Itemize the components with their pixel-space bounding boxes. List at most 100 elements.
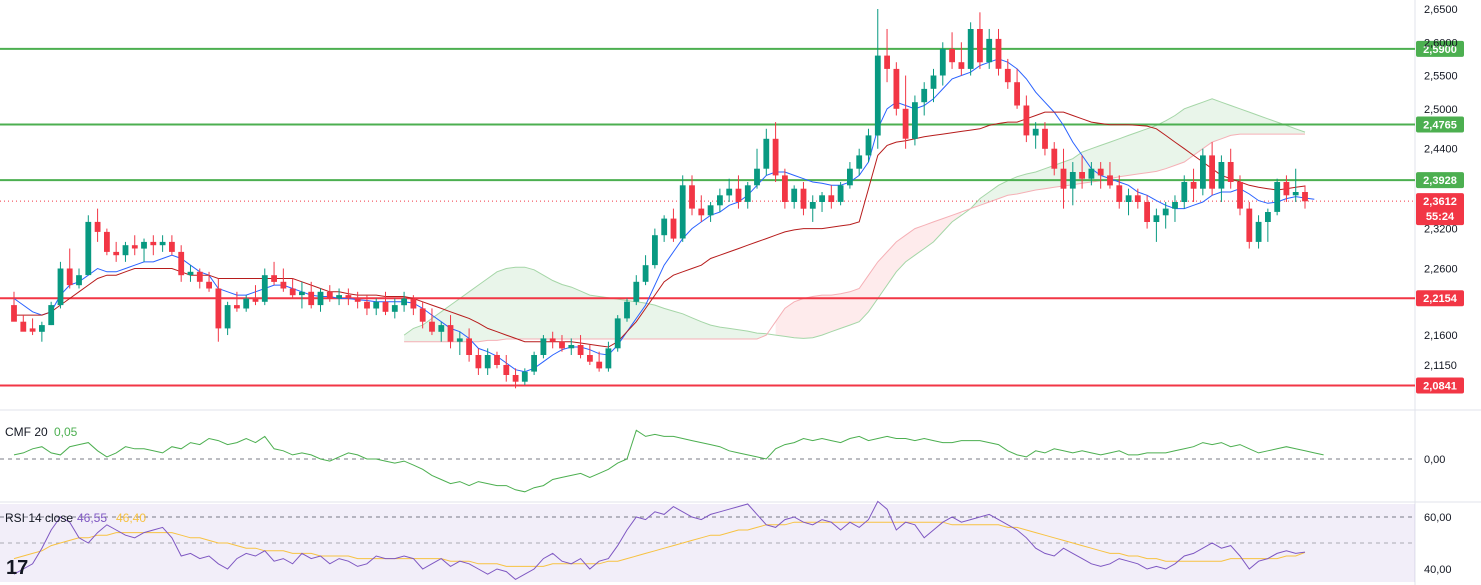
candle-body [605,348,612,369]
candle-body [113,251,120,256]
candle-body [986,38,993,63]
candle-body [150,241,157,246]
candle-body [20,321,27,332]
candle-body [744,185,751,202]
candle-body [717,195,723,206]
tradingview-logo[interactable]: 17 [6,557,28,579]
candle-body [633,281,640,302]
candle-body [884,55,890,69]
candle-body [828,195,835,202]
price-tick-label: 2,1600 [1424,330,1458,342]
cmf-panel[interactable]: 0,00 [0,429,1445,493]
candle-body [977,29,983,63]
candle-body [726,188,733,196]
candle-body [698,208,705,216]
current-price-badge [1416,193,1464,226]
candle-body [1302,192,1308,202]
candle-body [967,29,974,69]
candle-body [289,288,296,296]
candle-body [1218,162,1225,189]
candle-body [559,341,565,349]
candle-body [512,375,519,382]
candle-body [438,325,445,332]
candle-body [122,245,129,256]
candle-body [224,305,231,329]
candle-body [215,288,222,329]
candle-body [1116,185,1123,202]
candle-body [596,361,603,369]
candle-body [336,295,342,299]
candle-body [939,48,946,76]
candle-body [141,241,147,249]
price-tick-label: 2,5000 [1424,104,1458,116]
candle-body [1023,105,1030,136]
cmf-legend: CMF 20 0,05 [5,425,78,439]
candle-body [1153,215,1160,222]
candle-body [419,308,426,322]
level-badge [1416,172,1464,189]
rsi-ma-line [13,521,1306,567]
rsi-panel[interactable]: 60,00 40,00 [0,500,1452,582]
candle-body [1069,172,1076,189]
candle-body [1060,168,1067,189]
candle-body [85,221,92,276]
candle-body [391,305,398,312]
kijun-line [14,111,1306,348]
candle-body [66,268,73,286]
candle-body [809,202,816,209]
candle-body [317,291,324,306]
price-axis[interactable]: 2,5900 2,4765 2,3928 2,2154 2,0841 2,6500 2,60… [1416,4,1464,394]
candle-body [1014,82,1020,106]
candle-body [1088,168,1095,179]
current-price-label: 2,3612 [1423,196,1457,208]
candle-body [1162,208,1169,216]
candle-body [456,338,463,342]
candle-body [763,138,770,169]
rsi-legend: RSI 14 close 46,55 46,40 [5,511,146,525]
price-tick-label: 2,4400 [1424,144,1458,156]
candle-body [159,241,166,246]
candle-body [401,298,407,306]
candle-body [1190,182,1197,189]
candle-body [1255,221,1262,242]
candle-body [131,245,138,249]
candle-body [921,88,928,103]
cmf-legend-value: 0,05 [54,425,78,439]
candle-body [1265,212,1271,222]
candle-body [1283,182,1290,196]
candle-body [912,102,918,139]
candle-body [800,188,807,209]
candle-body [1004,68,1011,83]
candle-body [243,298,250,309]
candle-body [679,185,686,239]
cloud-bullish [404,267,767,342]
level-badge-label: 2,5900 [1423,44,1457,56]
candle-body [475,355,482,369]
candle-body [995,38,1002,69]
candle-body [1227,162,1234,182]
candle-body [1032,128,1039,136]
price-tick-label: 2,6500 [1424,4,1458,16]
candle-body [252,298,259,302]
candle-body [652,235,658,266]
candle-body [206,281,212,289]
candle-body [707,205,714,216]
level-badge-label: 2,2154 [1423,293,1458,305]
tenkan-line [13,58,1315,373]
candle-body [169,241,175,252]
candle-body [326,291,333,299]
candle-body [308,291,315,306]
candle-body [1172,202,1178,209]
candle-body [568,345,575,349]
candle-body [930,75,937,89]
candle-body [354,298,361,302]
candle-body [754,168,760,186]
candle-body [847,168,853,186]
candle-body [382,301,389,312]
candle-body [893,68,900,109]
candle-body [1042,128,1048,149]
candle-body [587,355,593,362]
